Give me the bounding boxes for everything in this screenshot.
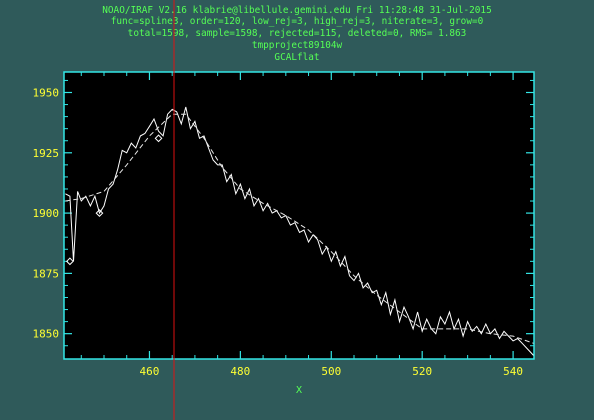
- x-tick-label: 480: [230, 365, 250, 378]
- rejected-point-marker: [95, 209, 104, 217]
- x-tick-label: 540: [503, 365, 523, 378]
- y-tick-label: 1950: [33, 87, 60, 100]
- header-line-4: tmpproject89104w: [252, 40, 343, 51]
- x-tick-label: 520: [412, 365, 432, 378]
- plot-area[interactable]: [63, 71, 535, 360]
- y-tick-label: 1900: [33, 207, 60, 220]
- rejected-point-marker: [154, 134, 163, 143]
- rejected-point-marker: [66, 257, 74, 266]
- y-tick-label: 1925: [33, 147, 60, 160]
- tick-labels: 460 480 500 520 540 1850 1875 1900 1925 1950: [33, 87, 524, 379]
- header-line-1: NOAO/IRAF V2.16 klabrie@libellule.gemini…: [102, 5, 491, 16]
- y-tick-label: 1875: [33, 267, 60, 280]
- x-axis-label: X: [296, 385, 302, 396]
- fit-curve-line: [65, 113, 534, 344]
- data-series-line: [65, 106, 534, 356]
- header-line-5: GCALflat: [274, 52, 319, 63]
- axis-ticks: [64, 72, 534, 359]
- header-line-3: total=1598, sample=1598, rejected=115, d…: [128, 28, 467, 39]
- y-tick-label: 1850: [33, 328, 60, 341]
- x-tick-label: 500: [321, 365, 341, 378]
- x-tick-label: 460: [140, 365, 160, 378]
- header-line-2: func=spline3, order=120, low_rej=3, high…: [111, 16, 484, 27]
- data-series: [65, 106, 534, 356]
